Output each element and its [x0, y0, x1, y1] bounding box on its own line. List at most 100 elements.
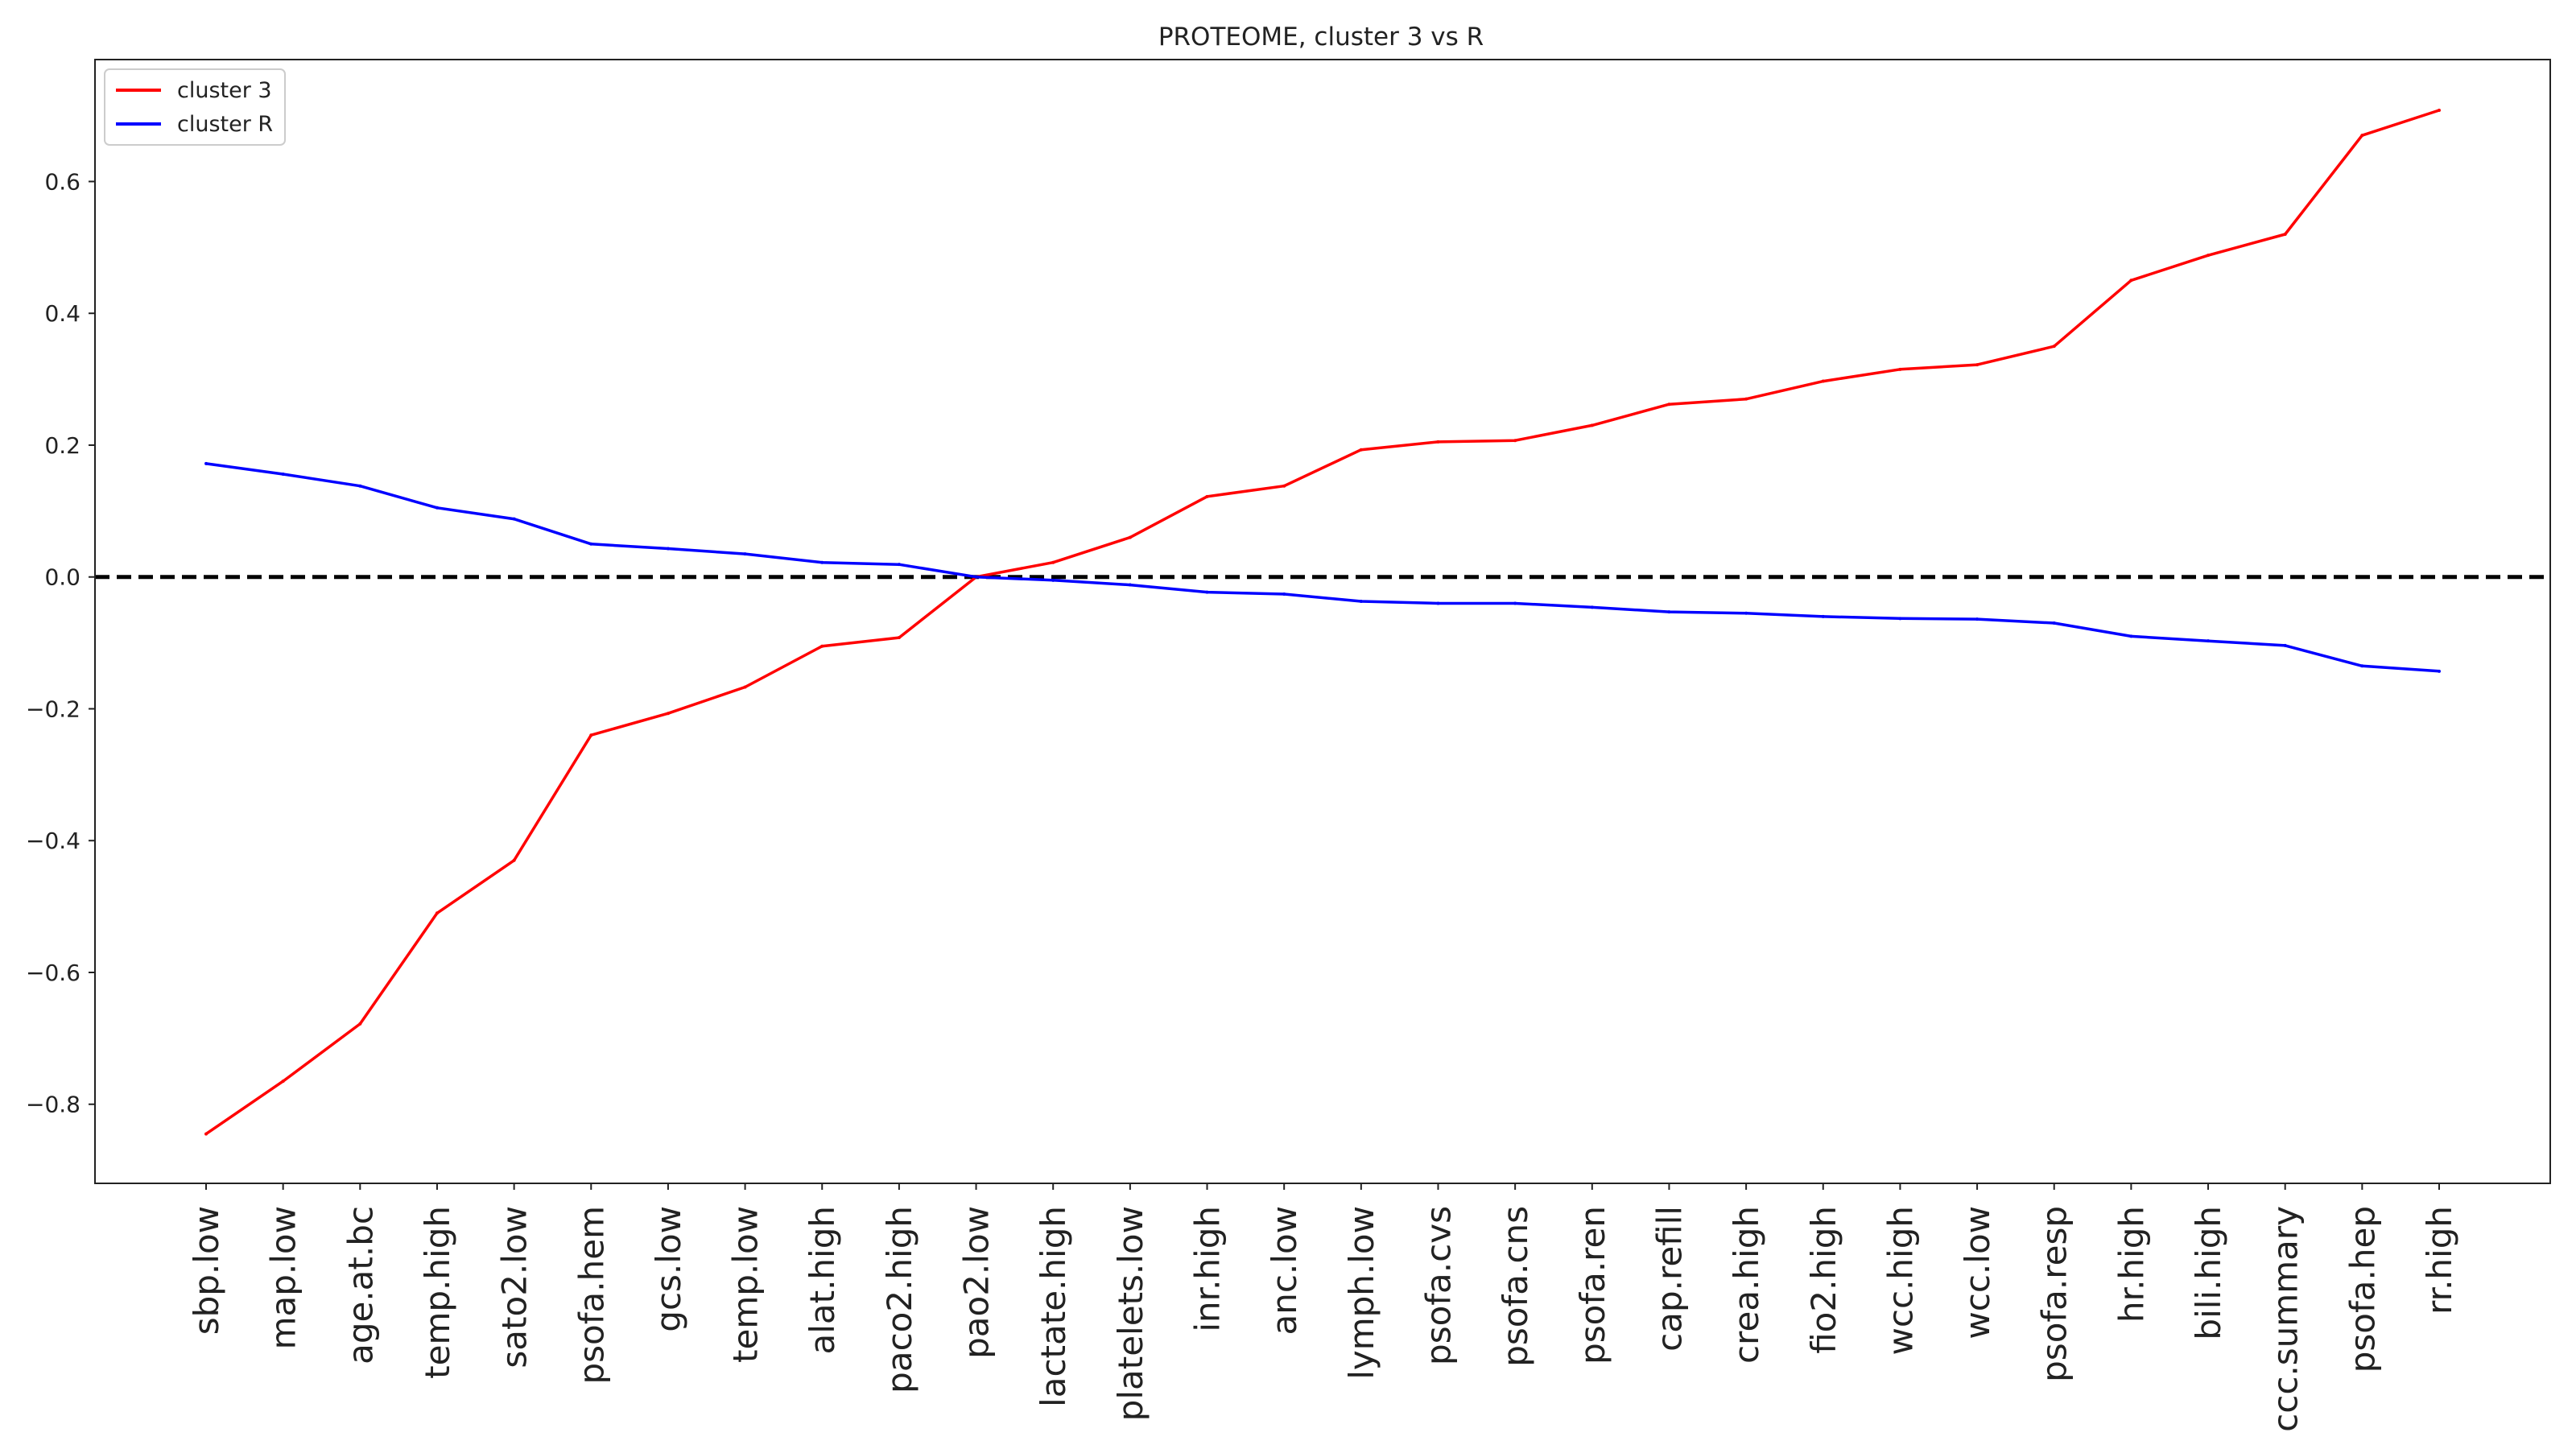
- x-tick-label: pao2.low: [957, 1206, 997, 1359]
- data-point: [1359, 600, 1363, 604]
- data-point: [1590, 423, 1594, 427]
- data-point: [1744, 397, 1748, 401]
- data-point: [512, 858, 516, 862]
- y-tick-label: −0.4: [26, 828, 80, 854]
- data-point: [2438, 109, 2441, 113]
- data-point: [435, 506, 439, 510]
- series-line-cluster-3: [205, 109, 2440, 1136]
- legend-box: [104, 68, 286, 146]
- data-point: [1128, 535, 1132, 539]
- data-point: [2052, 345, 2056, 349]
- legend: cluster 3 cluster R: [104, 68, 286, 146]
- data-point: [1128, 583, 1132, 587]
- data-point: [1667, 610, 1671, 614]
- data-point: [2438, 669, 2441, 673]
- y-tick-label: 0.6: [44, 168, 80, 195]
- x-tick-label: psofa.hep: [2343, 1206, 2382, 1373]
- data-point: [2052, 621, 2056, 625]
- x-tick-label: wcc.low: [1958, 1206, 1997, 1340]
- data-point: [743, 552, 747, 556]
- data-point: [1667, 402, 1671, 407]
- data-point: [2283, 232, 2287, 236]
- data-point: [1821, 614, 1825, 618]
- data-point: [666, 712, 670, 716]
- data-point: [1051, 578, 1055, 582]
- data-point: [1898, 367, 1902, 371]
- data-point: [1282, 592, 1286, 597]
- data-point: [204, 1132, 208, 1136]
- x-tick-label: crea.high: [1727, 1206, 1766, 1364]
- data-point: [589, 542, 593, 546]
- data-point: [897, 636, 901, 640]
- x-tick-label: temp.high: [418, 1206, 457, 1379]
- x-tick-label: psofa.cns: [1496, 1206, 1535, 1367]
- data-point: [666, 547, 670, 551]
- data-point: [743, 685, 747, 689]
- x-tick-label: bili.high: [2189, 1206, 2228, 1340]
- data-point: [974, 575, 978, 579]
- x-tick-label: paco2.high: [880, 1206, 919, 1393]
- x-tick-label: age.at.bc: [341, 1206, 380, 1364]
- y-tick-label: −0.2: [26, 696, 80, 722]
- x-tick-label: inr.high: [1188, 1206, 1228, 1332]
- data-point: [2360, 134, 2364, 138]
- legend-label: cluster 3: [177, 78, 272, 103]
- series-line-cluster-r: [205, 462, 2440, 673]
- x-tick-label: rr.high: [2420, 1206, 2459, 1315]
- x-tick-label: anc.low: [1265, 1206, 1304, 1335]
- data-point: [358, 484, 362, 488]
- y-tick-label: 0.4: [44, 300, 80, 327]
- data-point: [820, 560, 824, 564]
- data-point: [1513, 439, 1517, 443]
- data-point: [281, 1080, 285, 1084]
- data-point: [1359, 448, 1363, 452]
- data-point: [820, 644, 824, 648]
- data-point: [2129, 634, 2133, 638]
- data-point: [204, 461, 208, 465]
- x-tick-label: psofa.ren: [1573, 1206, 1612, 1364]
- data-point: [358, 1022, 362, 1026]
- data-point: [2207, 254, 2211, 258]
- data-point: [1436, 601, 1440, 605]
- x-tick-label: cap.refill: [1649, 1206, 1689, 1352]
- x-tick-label: sato2.low: [495, 1206, 535, 1368]
- x-tick-label: temp.low: [726, 1206, 766, 1363]
- data-point: [1205, 590, 1209, 594]
- x-tick-label: platelets.low: [1111, 1206, 1150, 1421]
- data-point: [1975, 363, 1979, 367]
- data-point: [1590, 605, 1594, 609]
- plot-area-frame: [94, 59, 2551, 1184]
- data-point: [1513, 601, 1517, 605]
- x-tick-label: psofa.cvs: [1418, 1206, 1458, 1365]
- x-tick-label: ccc.summary: [2266, 1206, 2306, 1432]
- data-point: [1051, 560, 1055, 564]
- data-point: [1975, 617, 1979, 621]
- y-tick-label: 0.2: [44, 432, 80, 459]
- data-point: [2207, 639, 2211, 643]
- legend-label: cluster R: [177, 112, 273, 137]
- data-point: [2283, 643, 2287, 647]
- y-tick-label: −0.8: [26, 1092, 80, 1118]
- data-point: [589, 733, 593, 737]
- x-tick-label: sbp.low: [187, 1206, 226, 1335]
- data-point: [1436, 440, 1440, 444]
- chart-title: PROTEOME, cluster 3 vs R: [1158, 23, 1484, 52]
- data-point: [2360, 664, 2364, 668]
- x-tick-label: gcs.low: [649, 1206, 688, 1332]
- x-tick-label: fio2.high: [1804, 1206, 1843, 1354]
- y-tick-label: −0.6: [26, 960, 80, 986]
- x-tick-label: alat.high: [803, 1206, 842, 1355]
- x-tick-label: lactate.high: [1034, 1206, 1073, 1407]
- data-point: [435, 911, 439, 915]
- data-point: [2129, 279, 2133, 283]
- data-point: [897, 563, 901, 567]
- data-point: [1744, 611, 1748, 615]
- data-point: [1205, 494, 1209, 498]
- data-point: [1282, 484, 1286, 488]
- y-tick-label: 0.0: [44, 564, 80, 591]
- data-point: [281, 473, 285, 477]
- x-tick-label: lymph.low: [1342, 1206, 1381, 1380]
- data-point: [512, 517, 516, 521]
- x-tick-label: psofa.hem: [572, 1206, 611, 1384]
